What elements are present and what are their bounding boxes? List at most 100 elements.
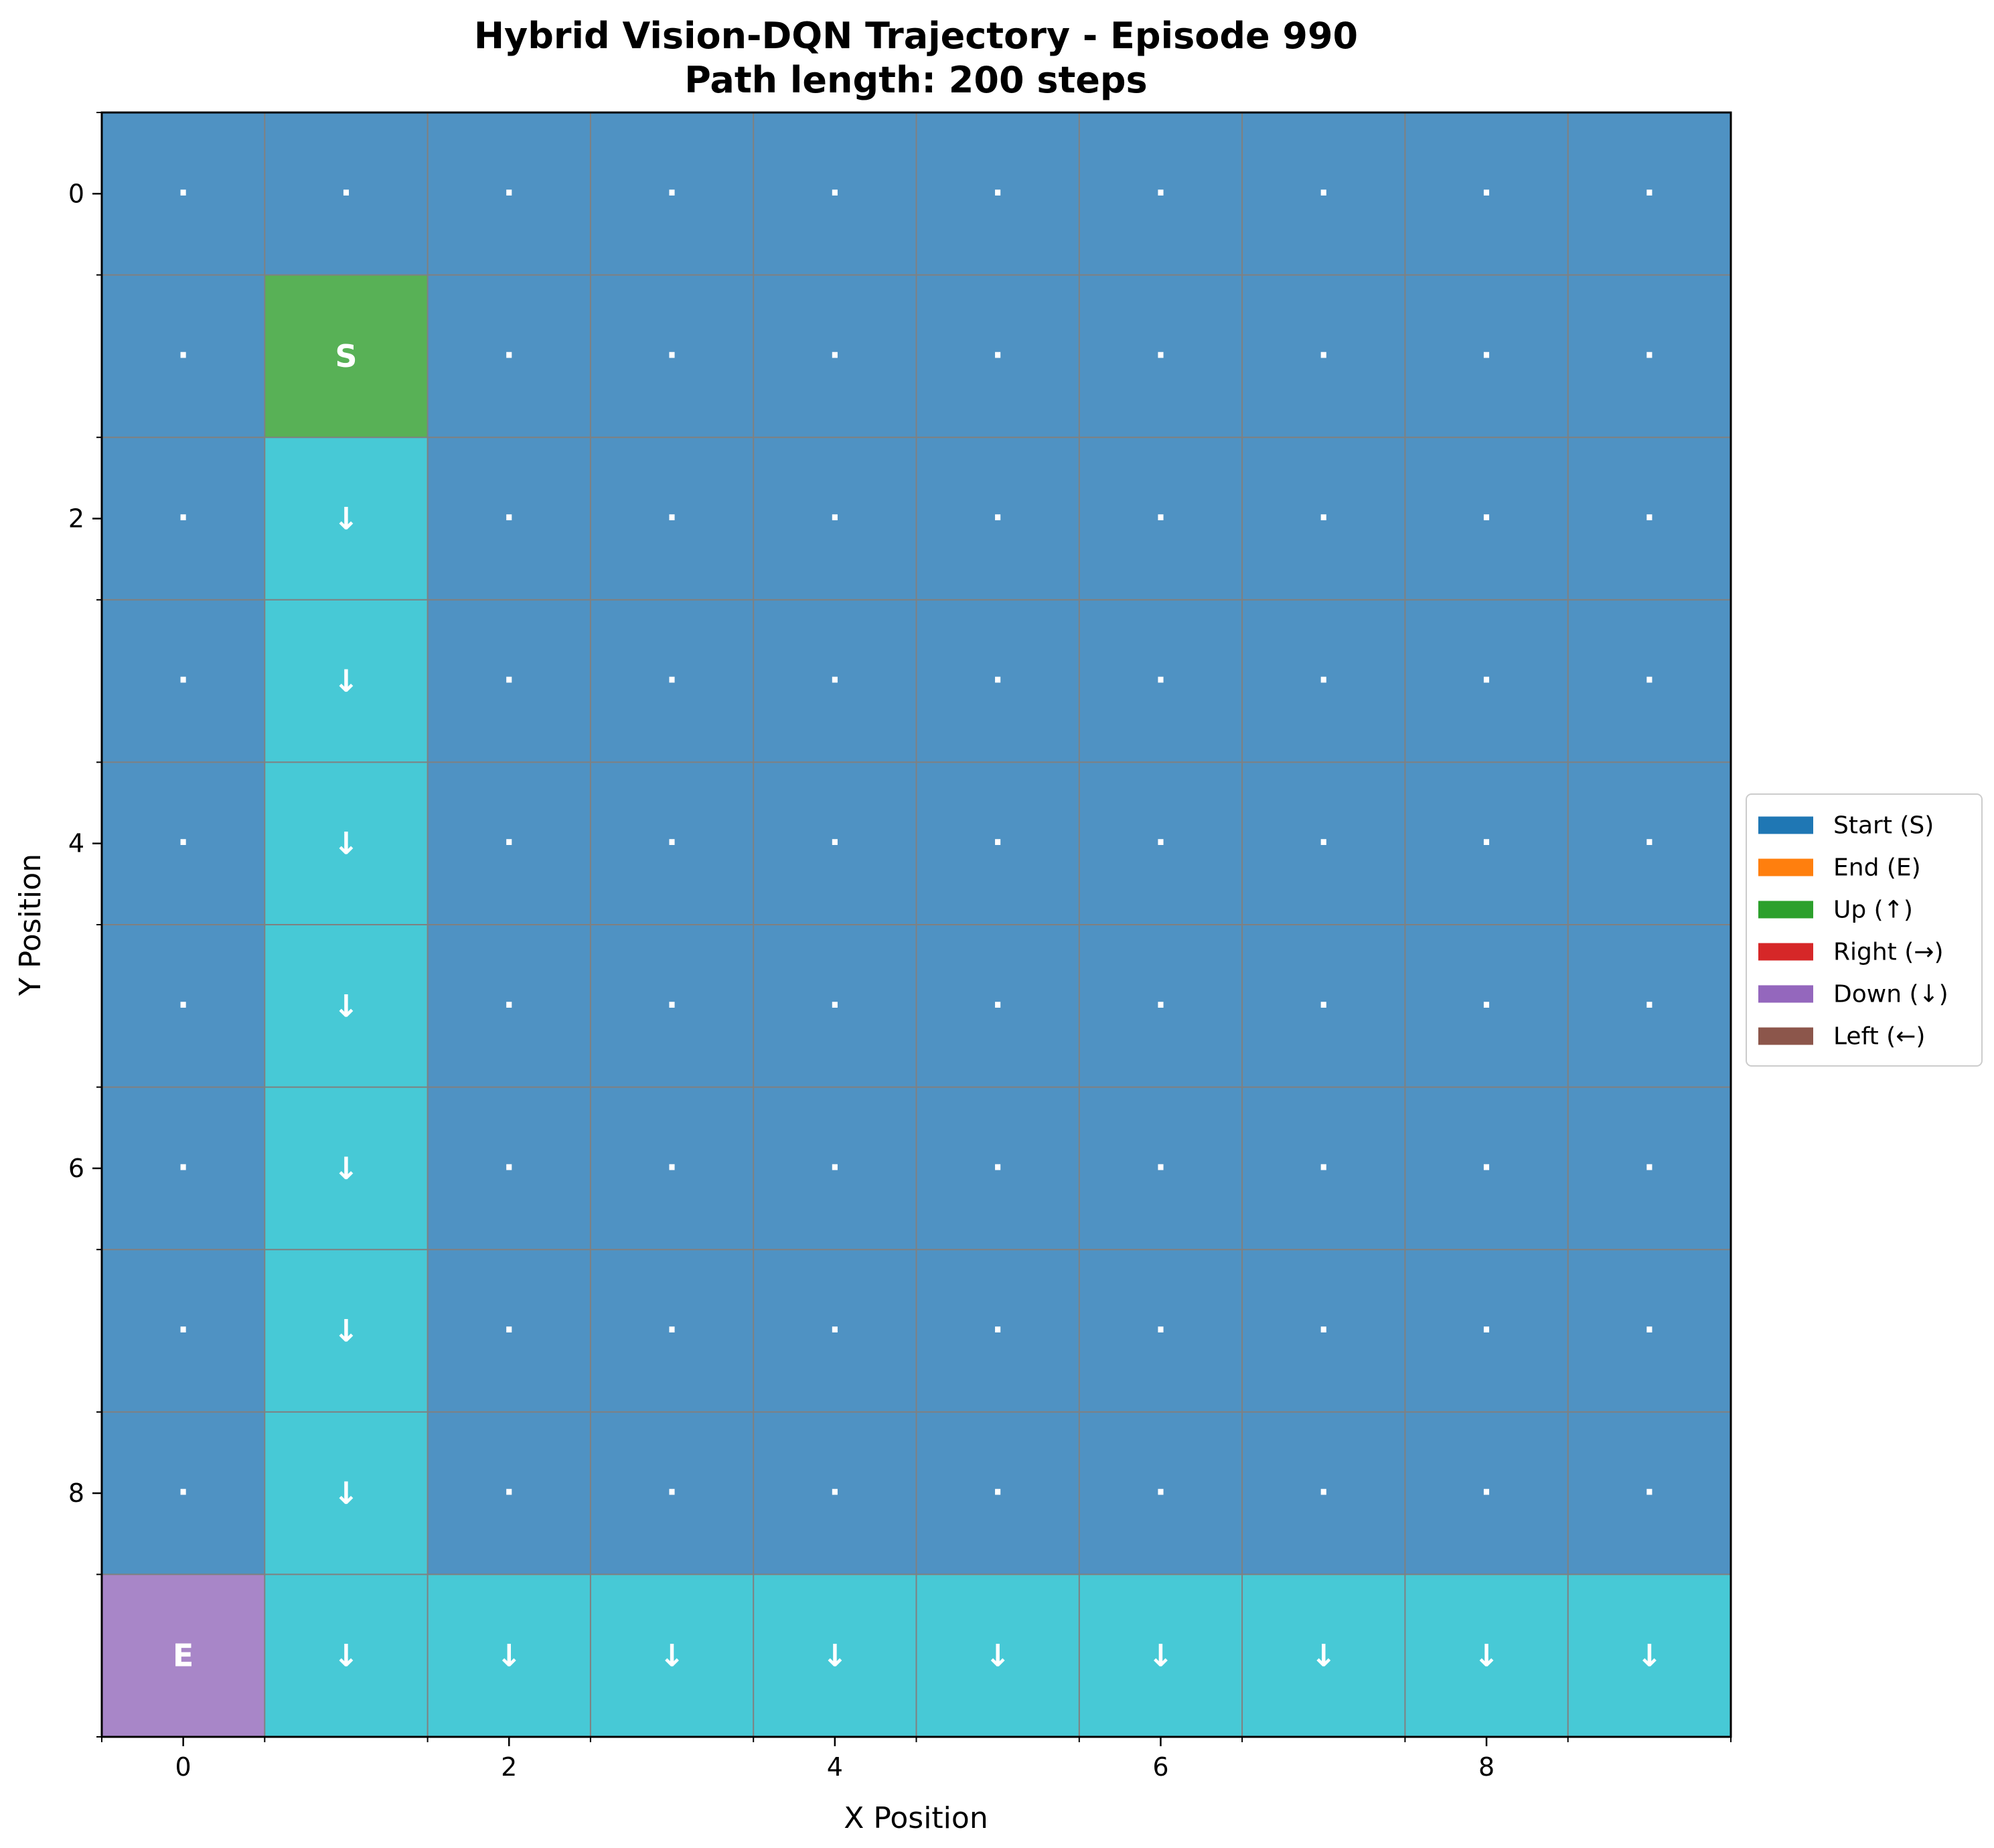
cell-arrow-down: ↓: [333, 1313, 360, 1349]
cell-marker-empty: ·: [992, 824, 1003, 860]
cell-marker-empty: ·: [1318, 1149, 1329, 1185]
cell-empty: [590, 1087, 754, 1250]
cell-empty: [1405, 275, 1568, 438]
cell-marker-empty: ·: [829, 1149, 840, 1185]
x-tick-label: 6: [1152, 1752, 1168, 1782]
cell-marker-empty: ·: [1318, 986, 1329, 1022]
cell-marker-empty: ·: [1480, 662, 1492, 698]
cell-empty: [1079, 925, 1243, 1087]
cell-marker-empty: ·: [504, 174, 515, 210]
cell-marker-empty: ·: [177, 337, 189, 373]
cell-marker-empty: ·: [1644, 1149, 1655, 1185]
cell-marker-empty: ·: [666, 499, 678, 536]
cell-empty: [1405, 1411, 1568, 1575]
cell-marker-empty: ·: [1318, 824, 1329, 860]
cell-empty: [916, 1249, 1079, 1412]
cell-empty: [102, 925, 265, 1087]
cell-empty: [102, 1249, 265, 1412]
cell-empty: [427, 1249, 591, 1412]
legend-swatch: [1758, 816, 1813, 834]
cell-marker-empty: ·: [1318, 337, 1329, 373]
cell-marker-empty: ·: [504, 499, 515, 536]
cell-empty: [1567, 599, 1731, 763]
y-tick-label: 0: [68, 179, 84, 208]
cell-marker-empty: ·: [829, 824, 840, 860]
cell-empty: [102, 275, 265, 438]
cell-down: [264, 1249, 428, 1412]
cell-marker-empty: ·: [1155, 1149, 1166, 1185]
x-tick-label: 2: [501, 1752, 517, 1782]
cell-marker-empty: ·: [666, 1474, 678, 1510]
cell-empty: [1079, 1087, 1243, 1250]
legend-label: Left (←): [1833, 1023, 1925, 1051]
cell-empty: [916, 1411, 1079, 1575]
cell-arrow-down: ↓: [1636, 1638, 1663, 1674]
cell-empty: [1567, 1249, 1731, 1412]
cell-empty: [1079, 1411, 1243, 1575]
cell-marker-empty: ·: [992, 174, 1003, 210]
cell-empty: [102, 1087, 265, 1250]
cell-marker-empty: ·: [1155, 1312, 1166, 1348]
cell-empty: [264, 112, 428, 275]
cell-empty: [1405, 437, 1568, 600]
cell-empty: [753, 275, 917, 438]
y-tick-label: 4: [68, 829, 84, 858]
y-tick-label: 2: [68, 504, 84, 534]
cell-empty: [102, 1411, 265, 1575]
cell-down: [264, 1087, 428, 1250]
cell-marker-empty: ·: [1644, 662, 1655, 698]
cell-marker-empty: ·: [666, 986, 678, 1022]
cell-marker-empty: ·: [504, 1312, 515, 1348]
cell-empty: [1242, 1249, 1405, 1412]
cell-marker-empty: ·: [504, 824, 515, 860]
y-tick-label: 8: [68, 1478, 84, 1508]
legend-swatch: [1758, 943, 1813, 961]
cell-marker-empty: ·: [177, 174, 189, 210]
cell-empty: [916, 925, 1079, 1087]
cell-arrow-down: ↓: [333, 988, 360, 1024]
cell-empty: [1079, 437, 1243, 600]
cell-empty: [753, 112, 917, 275]
legend-label: Right (→): [1833, 939, 1944, 966]
cell-marker-empty: ·: [1644, 986, 1655, 1022]
cell-empty: [1567, 1411, 1731, 1575]
legend-label: Down (↓): [1833, 981, 1948, 1008]
cell-marker-empty: ·: [177, 824, 189, 860]
cell-marker-empty: ·: [177, 1312, 189, 1348]
legend-label: Start (S): [1833, 812, 1934, 840]
cell-empty: [590, 275, 754, 438]
cell-empty: [590, 762, 754, 925]
cell-empty: [1405, 925, 1568, 1087]
cell-marker-empty: ·: [177, 662, 189, 698]
cell-marker-empty: ·: [1480, 1312, 1492, 1348]
cell-marker-empty: ·: [666, 1312, 678, 1348]
cell-empty: [427, 925, 591, 1087]
cell-empty: [590, 925, 754, 1087]
cell-marker-empty: ·: [992, 986, 1003, 1022]
cell-empty: [427, 599, 591, 763]
x-axis-label: X Position: [844, 1801, 988, 1835]
cell-empty: [1242, 599, 1405, 763]
cell-marker-empty: ·: [829, 986, 840, 1022]
cell-empty: [1079, 599, 1243, 763]
legend-swatch: [1758, 985, 1813, 1003]
cell-marker-empty: ·: [992, 1312, 1003, 1348]
cell-empty: [590, 599, 754, 763]
cell-marker-empty: ·: [829, 174, 840, 210]
cell-marker-empty: ·: [1155, 499, 1166, 536]
cell-arrow-down: ↓: [333, 1475, 360, 1511]
y-tick-label: 6: [68, 1154, 84, 1183]
cell-empty: [102, 599, 265, 763]
cell-arrow-down: ↓: [985, 1638, 1011, 1674]
chart-title-line1: Hybrid Vision-DQN Trajectory - Episode 9…: [474, 15, 1358, 57]
cell-marker-empty: ·: [1644, 1312, 1655, 1348]
cell-empty: [427, 275, 591, 438]
cell-marker-empty: ·: [1155, 174, 1166, 210]
cell-down: [264, 1574, 428, 1737]
cell-arrow-down: ↓: [822, 1638, 848, 1674]
cell-start: [264, 275, 428, 438]
cell-arrow-down: ↓: [1474, 1638, 1500, 1674]
cell-empty: [1405, 112, 1568, 275]
cell-empty: [753, 762, 917, 925]
